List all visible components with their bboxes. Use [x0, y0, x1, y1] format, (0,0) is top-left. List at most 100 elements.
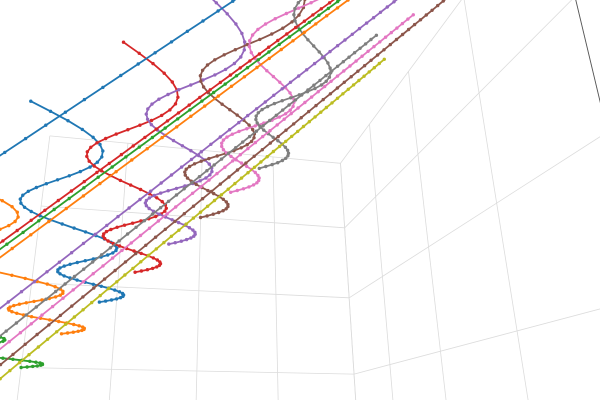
data-point	[177, 228, 181, 232]
data-point	[92, 164, 96, 168]
grid-line	[348, 136, 600, 299]
data-point	[0, 199, 4, 203]
data-point	[113, 288, 117, 292]
data-point	[247, 134, 252, 139]
data-point	[152, 193, 156, 198]
data-point	[307, 120, 311, 124]
data-point	[229, 84, 234, 89]
data-point	[253, 140, 258, 145]
data-point	[31, 364, 35, 369]
data-point	[235, 188, 239, 193]
data-point	[278, 80, 282, 85]
data-point	[24, 301, 28, 305]
data-point	[406, 27, 411, 32]
data-point	[239, 176, 244, 180]
data-point	[270, 162, 274, 167]
data-point	[34, 185, 39, 190]
data-point	[297, 27, 302, 32]
data-point	[317, 13, 321, 17]
grid-line	[369, 124, 394, 400]
data-point	[32, 280, 37, 284]
data-point	[199, 185, 203, 189]
data-point	[221, 209, 225, 213]
data-point	[314, 103, 318, 108]
data-point	[11, 357, 15, 361]
data-point	[285, 148, 290, 152]
data-point	[320, 55, 325, 60]
data-point	[388, 42, 392, 47]
series-line	[0, 33, 379, 338]
data-point	[244, 161, 248, 165]
data-point	[342, 80, 346, 85]
data-point	[115, 246, 119, 250]
data-point	[81, 194, 86, 198]
data-point	[341, 92, 345, 96]
data-point	[255, 121, 259, 125]
data-point	[272, 93, 276, 98]
data-point	[12, 303, 16, 308]
data-point	[303, 100, 307, 105]
data-point	[270, 32, 274, 36]
data-point	[260, 107, 264, 112]
data-point	[142, 219, 147, 223]
data-point	[272, 101, 277, 106]
data-point	[82, 97, 87, 102]
data-point	[233, 181, 237, 186]
data-point	[203, 104, 207, 108]
data-point	[265, 155, 269, 159]
data-point	[174, 205, 178, 209]
data-point	[349, 75, 353, 79]
data-point	[159, 191, 163, 195]
data-point	[29, 209, 33, 214]
data-point	[280, 99, 284, 103]
data-point	[5, 242, 9, 246]
data-point	[62, 264, 66, 268]
data-point	[68, 262, 72, 266]
data-point	[212, 90, 216, 95]
data-point	[246, 113, 250, 118]
data-point	[105, 223, 109, 228]
data-point	[43, 208, 47, 212]
data-point	[95, 160, 100, 164]
data-point	[220, 102, 224, 106]
data-point	[150, 212, 155, 216]
data-point	[154, 127, 158, 131]
data-point	[35, 364, 39, 368]
data-point	[95, 141, 99, 145]
data-point	[169, 173, 174, 177]
data-point	[150, 102, 154, 106]
data-point	[318, 78, 322, 83]
data-point	[185, 29, 190, 33]
data-point	[29, 315, 34, 319]
data-point	[293, 6, 297, 11]
data-point	[199, 159, 203, 163]
data-point	[306, 88, 310, 92]
data-point	[213, 58, 217, 62]
data-point	[290, 20, 294, 24]
data-point	[335, 86, 340, 90]
data-point	[97, 300, 102, 304]
data-point	[16, 215, 20, 219]
data-point	[300, 93, 304, 97]
data-point	[276, 134, 280, 139]
data-point	[10, 310, 14, 314]
data-point	[169, 234, 174, 238]
data-point	[176, 111, 181, 115]
data-point	[226, 202, 230, 207]
data-point	[117, 244, 122, 248]
data-point	[15, 210, 19, 214]
data-point	[109, 298, 114, 302]
data-point	[326, 6, 331, 11]
data-point	[215, 154, 219, 158]
data-point	[218, 80, 223, 85]
data-point	[335, 74, 340, 78]
data-point	[118, 178, 123, 183]
data-point	[81, 241, 86, 246]
data-point	[117, 290, 122, 294]
data-point	[15, 311, 19, 315]
data-point	[153, 235, 158, 239]
data-point	[263, 100, 267, 104]
data-point	[352, 51, 357, 55]
data-point	[220, 144, 224, 149]
data-point	[165, 212, 169, 216]
